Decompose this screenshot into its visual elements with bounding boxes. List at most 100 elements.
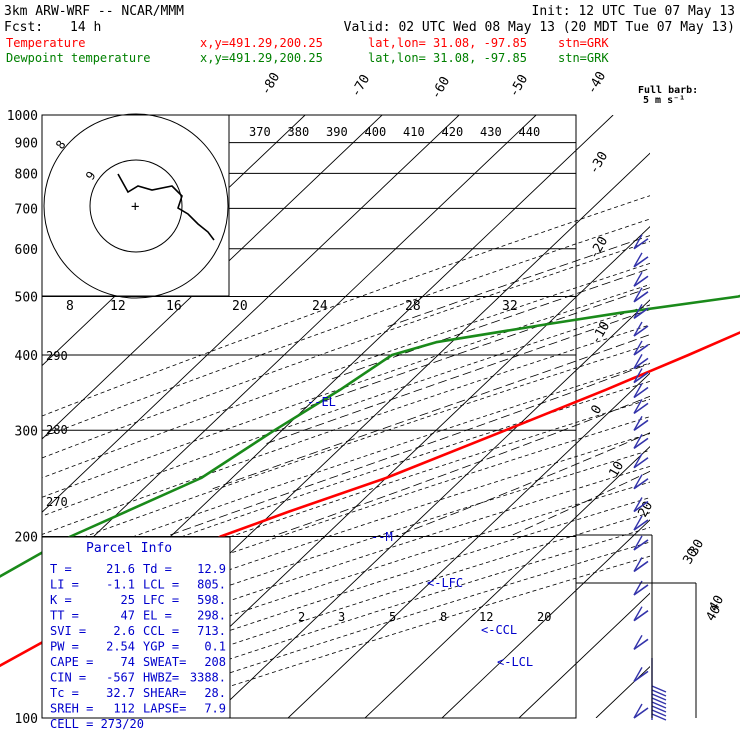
mixing-ratio-label: 2 xyxy=(298,610,305,624)
parcel-value: 298. xyxy=(197,609,226,623)
parcel-label: PW = xyxy=(50,640,79,654)
isotherm-side-label: 40 xyxy=(703,603,724,624)
theta-tick-label: 390 xyxy=(326,125,348,139)
parcel-label: CIN = xyxy=(50,671,86,685)
isotherm-line xyxy=(595,665,650,718)
level-marker: --M xyxy=(371,530,393,544)
parcel-value: 21.6 xyxy=(106,562,135,576)
parcel-label: Tc = xyxy=(50,686,79,700)
isotherm-line xyxy=(42,115,383,440)
parcel-label: LAPSE= xyxy=(143,702,186,716)
pressure-tick-label: 200 xyxy=(15,530,38,545)
wind-barb xyxy=(633,321,649,337)
dewpoint-station: stn=GRK xyxy=(558,51,609,65)
parcel-value: 3388. xyxy=(190,671,226,685)
wind-barb xyxy=(633,271,649,287)
parcel-value: 0.1 xyxy=(204,640,226,654)
isotherm-tick-label: -40 xyxy=(584,69,609,97)
parcel-label: YGP = xyxy=(143,640,179,654)
isotherm-tick-label: -10 xyxy=(588,319,613,347)
hodo-speed-label: 12 xyxy=(110,299,126,314)
theta-tick-label: 370 xyxy=(249,125,271,139)
theta-tick-label: 410 xyxy=(403,125,425,139)
pressure-tick-label: 1000 xyxy=(7,109,38,124)
dry-adiabat xyxy=(42,324,650,535)
model-title: 3km ARW-WRF -- NCAR/MMM xyxy=(4,4,184,19)
parcel-info-frame xyxy=(41,536,231,719)
mixing-ratio-label: 12 xyxy=(479,610,493,624)
hodo-center: + xyxy=(131,199,139,215)
wind-barb xyxy=(633,399,649,415)
parcel-info-title: Parcel Info xyxy=(86,541,172,556)
left-theta-label: 280 xyxy=(46,423,68,437)
dry-adiabat xyxy=(42,195,650,417)
wind-barb xyxy=(633,667,649,683)
isotherm-tick-label: -80 xyxy=(258,70,283,98)
dry-adiabat xyxy=(42,398,650,604)
pressure-tick-label: 400 xyxy=(15,349,38,364)
parcel-value: 32.7 xyxy=(106,686,135,700)
isotherm-side-label: 30 xyxy=(680,546,701,567)
parcel-label: T = xyxy=(50,562,72,576)
isotherm-tick-label: -60 xyxy=(428,74,453,102)
wind-barb xyxy=(633,535,649,551)
wind-barb-low xyxy=(651,697,667,705)
left-theta-label: 290 xyxy=(46,349,68,363)
isotherm-tick-label: 10 xyxy=(606,459,627,480)
wind-barb-low xyxy=(651,709,667,717)
theta-tick-label: 400 xyxy=(365,125,387,139)
wind-barb xyxy=(633,453,649,469)
isotherm-line xyxy=(441,519,650,718)
hodo-speed-label: 8 xyxy=(66,299,74,314)
wind-barb xyxy=(633,252,649,268)
isotherm-line xyxy=(287,372,650,718)
isotherm-line xyxy=(210,299,650,718)
isotherm-tick-label: 30 xyxy=(686,537,707,558)
hodo-speed-label: 28 xyxy=(405,299,421,314)
wind-barb xyxy=(633,340,649,356)
barb-legend-line1: Full barb: xyxy=(638,85,698,96)
forecast-label: Fcst: xyxy=(4,20,43,35)
dry-adiabat xyxy=(42,284,650,498)
temperature-xy: x,y=491.29,200.25 xyxy=(200,36,323,50)
temperature-label: Temperature xyxy=(6,36,85,50)
left-theta-label: 270 xyxy=(46,495,68,509)
wind-barb-low xyxy=(651,713,667,721)
isotherm-line xyxy=(42,115,460,513)
isotherm-tick-label: -50 xyxy=(506,72,531,100)
mixing-ratio-label: 20 xyxy=(537,610,551,624)
parcel-value: 28. xyxy=(204,686,226,700)
wind-barb xyxy=(633,557,649,573)
pressure-tick-label: 300 xyxy=(15,424,38,439)
dry-adiabat xyxy=(42,218,650,438)
isotherm-line xyxy=(42,115,537,587)
wind-barb-low xyxy=(651,705,667,713)
parcel-value: 208 xyxy=(204,655,226,669)
parcel-label: HWBZ= xyxy=(143,671,179,685)
moist-adiabat xyxy=(331,267,650,380)
parcel-label: CAPE = xyxy=(50,655,93,669)
wind-barb xyxy=(633,497,649,513)
isotherm-tick-label: -70 xyxy=(348,72,373,100)
pressure-tick-label: 500 xyxy=(15,291,38,306)
wind-barb xyxy=(633,304,649,320)
pressure-tick-label: 100 xyxy=(15,712,38,727)
isotherm-line xyxy=(518,592,650,718)
parcel-value: 25 xyxy=(121,593,135,607)
level-marker: <-LFC xyxy=(427,576,463,590)
parcel-label: LI = xyxy=(50,578,79,592)
parcel-value: 598. xyxy=(197,593,226,607)
isotherm-tick-label: -30 xyxy=(586,149,611,177)
parcel-label: SWEAT= xyxy=(143,655,186,669)
parcel-info-box: Parcel Info T = 21.6 Td = 12.9 LI = -1.1 LCL = 8… xyxy=(41,536,231,731)
wind-barb xyxy=(633,703,649,719)
parcel-label: LCL = xyxy=(143,578,179,592)
parcel-label: TT = xyxy=(50,609,79,623)
parcel-value: 2.6 xyxy=(113,624,135,638)
hodo-speed-label: 24 xyxy=(312,299,328,314)
wind-barb-low xyxy=(651,701,667,709)
hodo-speed-label: 20 xyxy=(232,299,248,314)
isotherm-tick-label: -20 xyxy=(586,234,611,262)
